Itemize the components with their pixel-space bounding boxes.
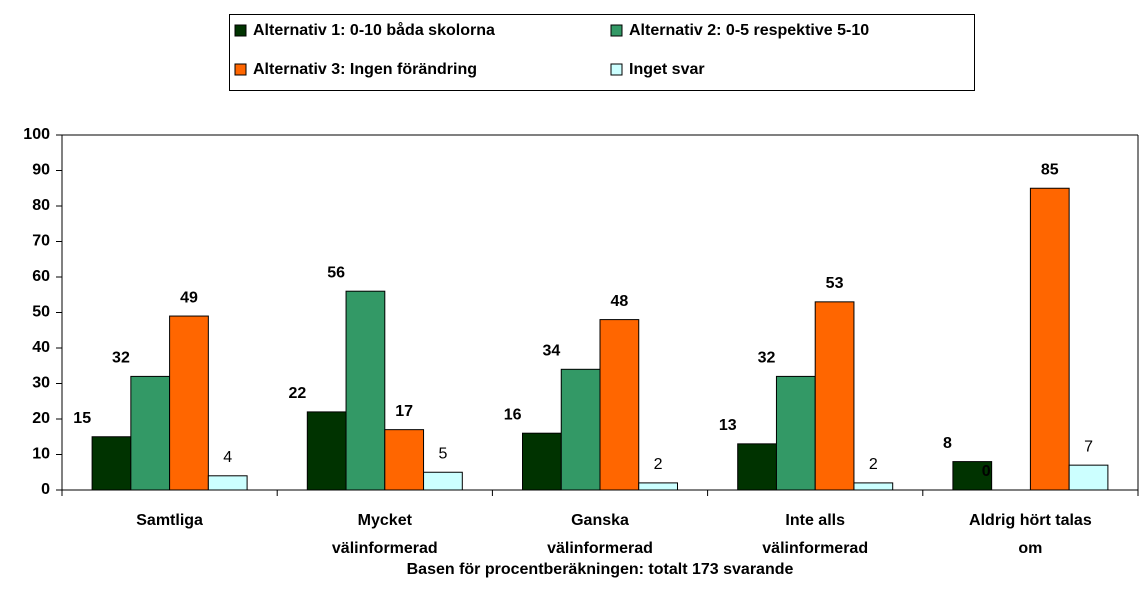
legend-swatch bbox=[234, 24, 247, 37]
y-tick-label: 80 bbox=[32, 197, 50, 214]
bar bbox=[207, 475, 248, 491]
bar bbox=[91, 436, 132, 491]
bar bbox=[814, 301, 855, 491]
data-label: 49 bbox=[180, 289, 198, 306]
data-label: 8 bbox=[943, 435, 952, 452]
bar bbox=[1068, 464, 1109, 491]
y-tick-label: 0 bbox=[41, 481, 50, 498]
data-label: 4 bbox=[223, 449, 232, 466]
x-tick-label: Mycket välinformerad bbox=[332, 512, 438, 557]
data-label: 48 bbox=[610, 293, 628, 310]
bar bbox=[638, 482, 678, 491]
data-label: 16 bbox=[504, 406, 522, 423]
data-label: 0 bbox=[982, 463, 991, 480]
bar bbox=[423, 471, 463, 491]
legend-label: Alternativ 1: 0-10 båda skolorna bbox=[253, 21, 495, 39]
data-label: 32 bbox=[112, 350, 130, 367]
bar bbox=[775, 375, 816, 491]
bar bbox=[737, 443, 777, 491]
data-label: 56 bbox=[327, 264, 345, 281]
bar bbox=[384, 429, 425, 491]
data-label: 2 bbox=[869, 456, 878, 473]
bar bbox=[345, 290, 386, 491]
data-label: 17 bbox=[395, 403, 413, 420]
bar bbox=[952, 461, 993, 491]
data-label: 5 bbox=[438, 445, 447, 462]
x-tick-label: Samtliga bbox=[136, 512, 203, 529]
x-axis-label: Basen för procentberäkningen: totalt 173… bbox=[407, 561, 794, 578]
x-tick-label: Inte alls välinformerad bbox=[762, 512, 868, 557]
y-tick-label: 40 bbox=[32, 339, 50, 356]
bar bbox=[169, 315, 209, 491]
bar bbox=[522, 432, 562, 491]
legend-swatch bbox=[610, 63, 623, 76]
y-tick-label: 10 bbox=[32, 446, 50, 463]
data-label: 13 bbox=[719, 417, 737, 434]
y-tick-label: 30 bbox=[32, 375, 50, 392]
x-tick-label: Ganska välinformerad bbox=[547, 512, 653, 557]
legend-label: Alternativ 2: 0-5 respektive 5-10 bbox=[629, 22, 869, 39]
data-label: 22 bbox=[289, 385, 307, 402]
legend-label: Inget svar bbox=[629, 61, 705, 78]
bar bbox=[130, 375, 171, 491]
bar bbox=[853, 482, 894, 491]
legend-label: Alternativ 3: Ingen förändring bbox=[253, 61, 477, 78]
data-label: 7 bbox=[1084, 438, 1093, 455]
data-label: 32 bbox=[758, 350, 776, 367]
data-label: 53 bbox=[826, 275, 844, 292]
x-tick-label: Aldrig hört talas om bbox=[969, 512, 1092, 557]
legend-box bbox=[229, 14, 975, 91]
legend-swatch bbox=[610, 24, 623, 37]
bar bbox=[599, 319, 640, 491]
data-label: 34 bbox=[542, 343, 560, 360]
y-tick-label: 100 bbox=[23, 126, 50, 143]
y-tick-label: 60 bbox=[32, 268, 50, 285]
y-tick-label: 90 bbox=[32, 162, 50, 179]
bar bbox=[1029, 187, 1070, 491]
data-label: 85 bbox=[1041, 161, 1059, 178]
y-tick-label: 20 bbox=[32, 410, 50, 427]
y-tick-label: 50 bbox=[32, 304, 50, 321]
data-label: 15 bbox=[73, 410, 91, 427]
bar bbox=[306, 411, 347, 491]
legend-swatch bbox=[234, 63, 247, 76]
y-tick-label: 70 bbox=[32, 233, 50, 250]
data-label: 2 bbox=[654, 456, 663, 473]
bar bbox=[560, 368, 601, 491]
